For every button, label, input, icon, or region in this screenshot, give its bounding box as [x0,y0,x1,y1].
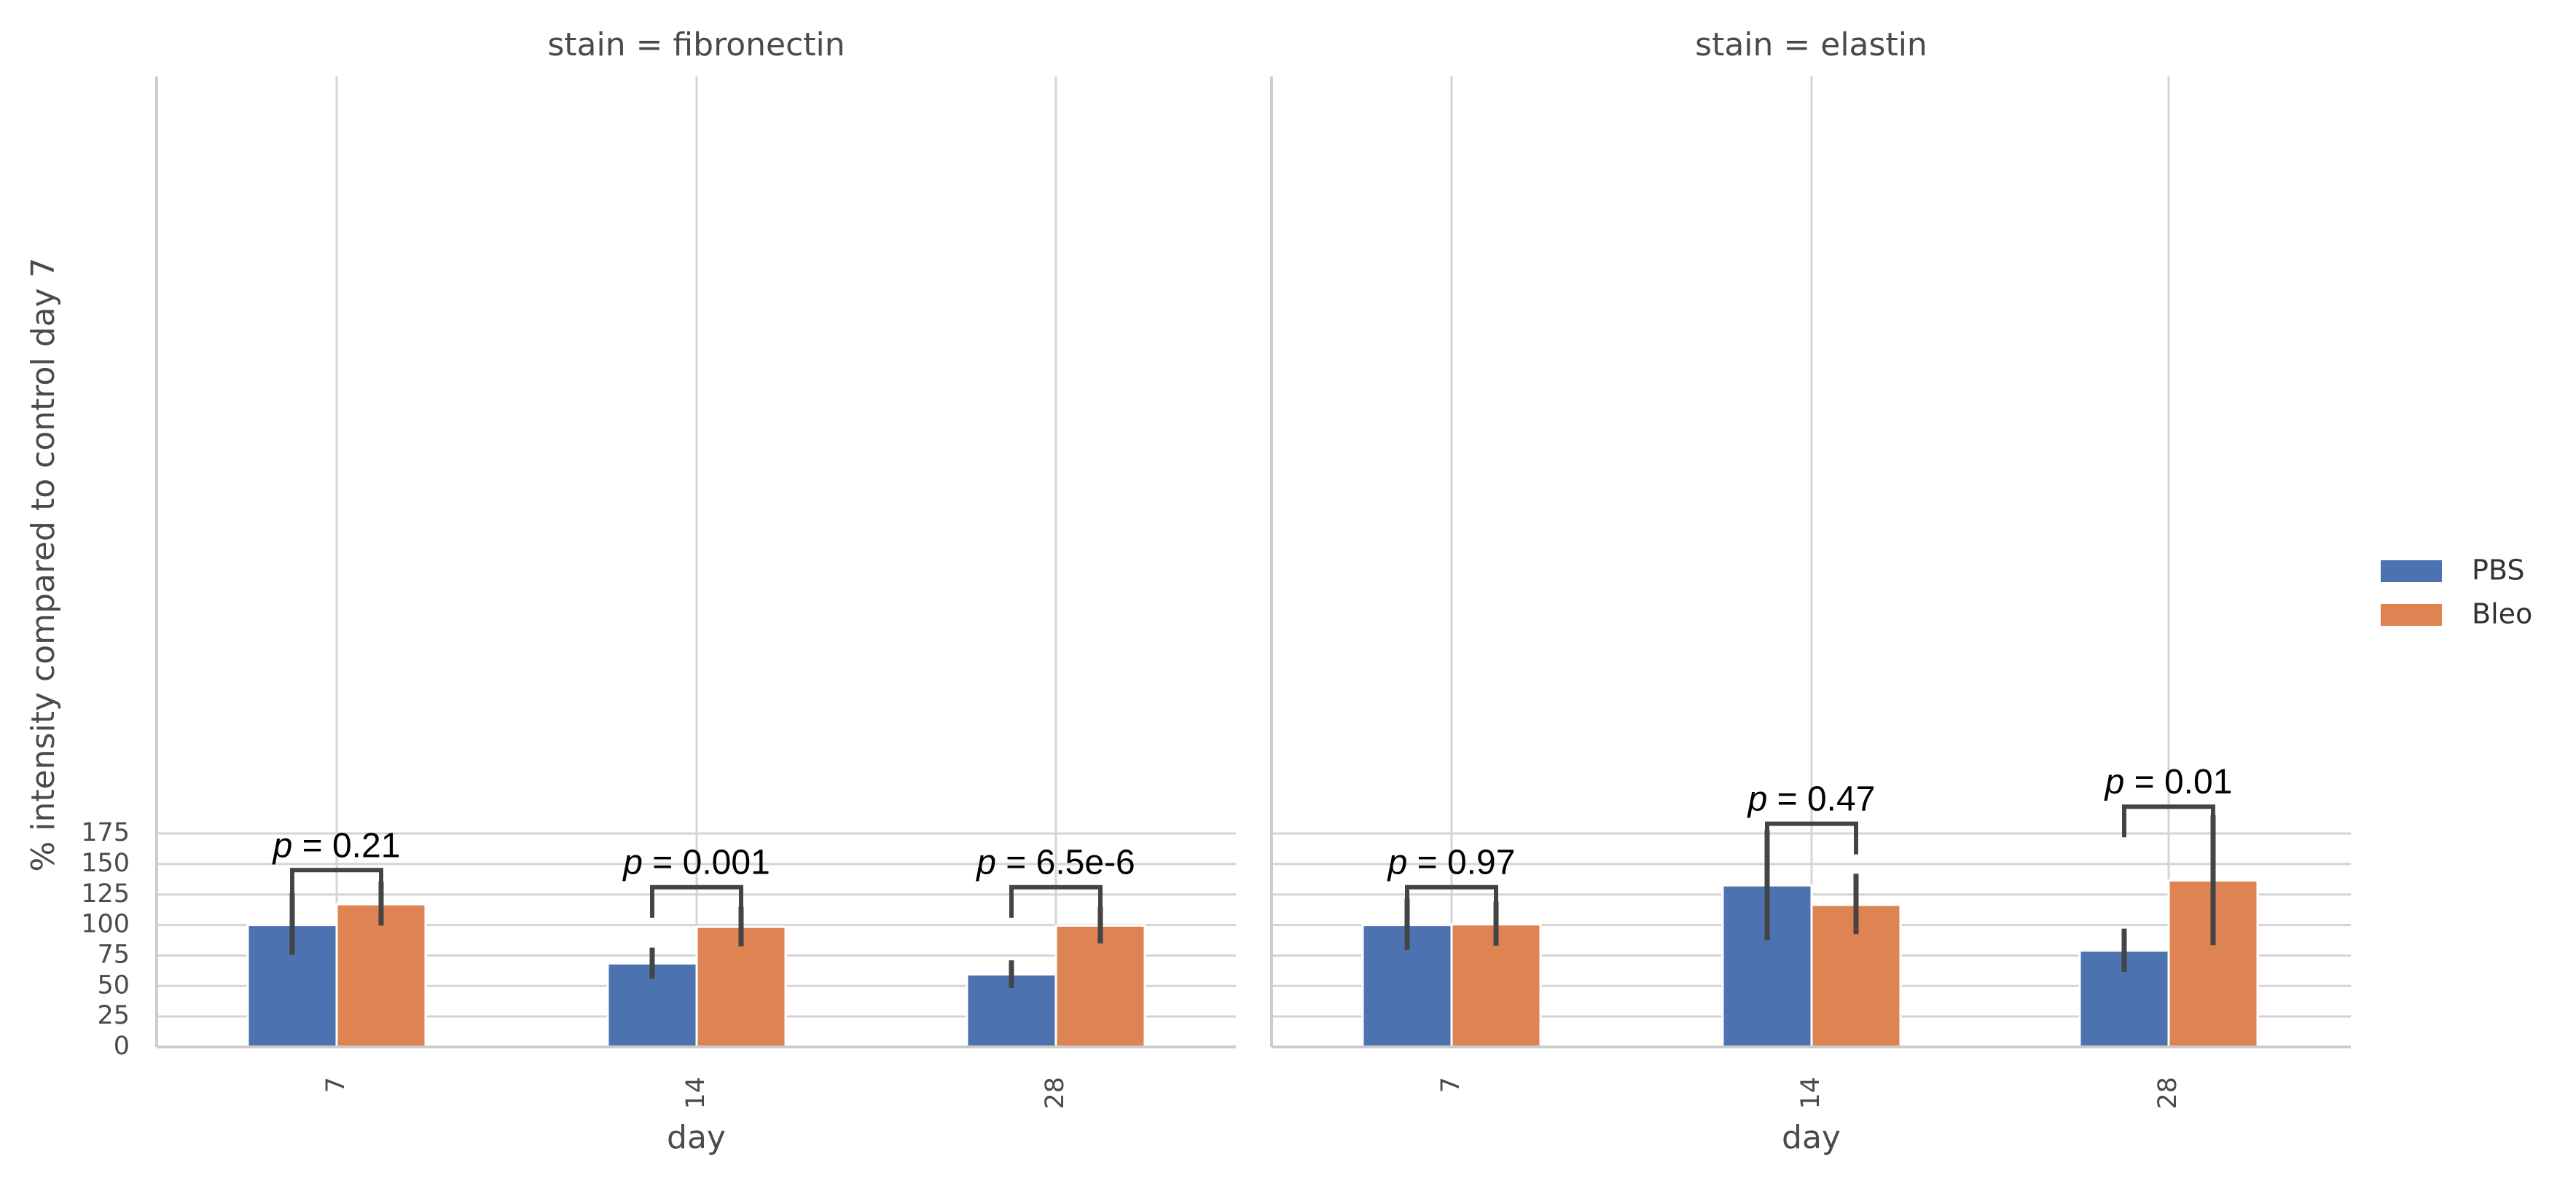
significance-bracket [1765,821,1858,855]
x-tick-label: 28 [2153,1077,2182,1110]
y-tick-label: 100 [81,910,130,939]
x-tick-label: 7 [321,1077,351,1093]
y-tick-label: 50 [97,970,130,1000]
p-symbol: p [1747,780,1768,819]
x-tick-label: 28 [1041,1077,1070,1110]
p-symbol: p [272,826,293,865]
p-value-label: p = 0.001 [622,844,770,882]
x-axis-title: day [667,1119,726,1156]
significance-bracket [1009,884,1103,918]
x-axis-title: day [1782,1119,1841,1156]
x-tick-label: 14 [1796,1077,1825,1110]
panel-title: stain = fibronectin [547,26,845,63]
significance-bracket [1405,884,1498,918]
p-symbol: p [975,844,996,882]
legend-label-bleo: Bleo [2472,598,2532,630]
y-tick-label: 75 [97,940,130,969]
p-value-label: p = 0.01 [2104,763,2233,801]
significance-bracket [2122,804,2215,838]
bar-bleo [1054,924,1146,1048]
p-value-text: = 0.47 [1767,780,1875,819]
bar-bleo [695,925,787,1048]
p-symbol: p [622,844,643,882]
legend-swatch-bleo [2381,604,2442,626]
p-value-label: p = 0.21 [272,826,401,865]
y-axis-title: % intensity compared to control day 7 [25,257,62,871]
y-tick-label: 25 [97,1001,130,1030]
p-symbol: p [1387,844,1408,882]
bar-bleo [335,903,427,1048]
p-value-text: = 6.5e-6 [996,844,1135,882]
p-value-text: = 0.21 [292,826,400,865]
x-tick-label: 14 [681,1077,710,1110]
p-value-label: p = 6.5e-6 [975,844,1135,882]
p-value-label: p = 0.47 [1747,780,1876,819]
legend-label-pbs: PBS [2472,554,2524,586]
p-symbol: p [2104,763,2125,801]
x-tick-label: 7 [1436,1077,1465,1093]
p-value-label: p = 0.97 [1387,844,1516,882]
y-tick-label: 125 [81,879,130,909]
y-tick-label: 175 [81,818,130,847]
significance-bracket [290,868,383,901]
significance-bracket [650,884,743,918]
panel-title: stain = elastin [1695,26,1927,63]
y-tick-label: 150 [81,849,130,878]
p-value-text: = 0.97 [1407,844,1515,882]
y-tick-label: 0 [114,1032,130,1061]
p-value-text: = 0.01 [2124,763,2232,801]
legend-swatch-pbs [2381,560,2442,582]
p-value-text: = 0.001 [643,844,770,882]
legend: PBS Bleo [2381,554,2532,630]
